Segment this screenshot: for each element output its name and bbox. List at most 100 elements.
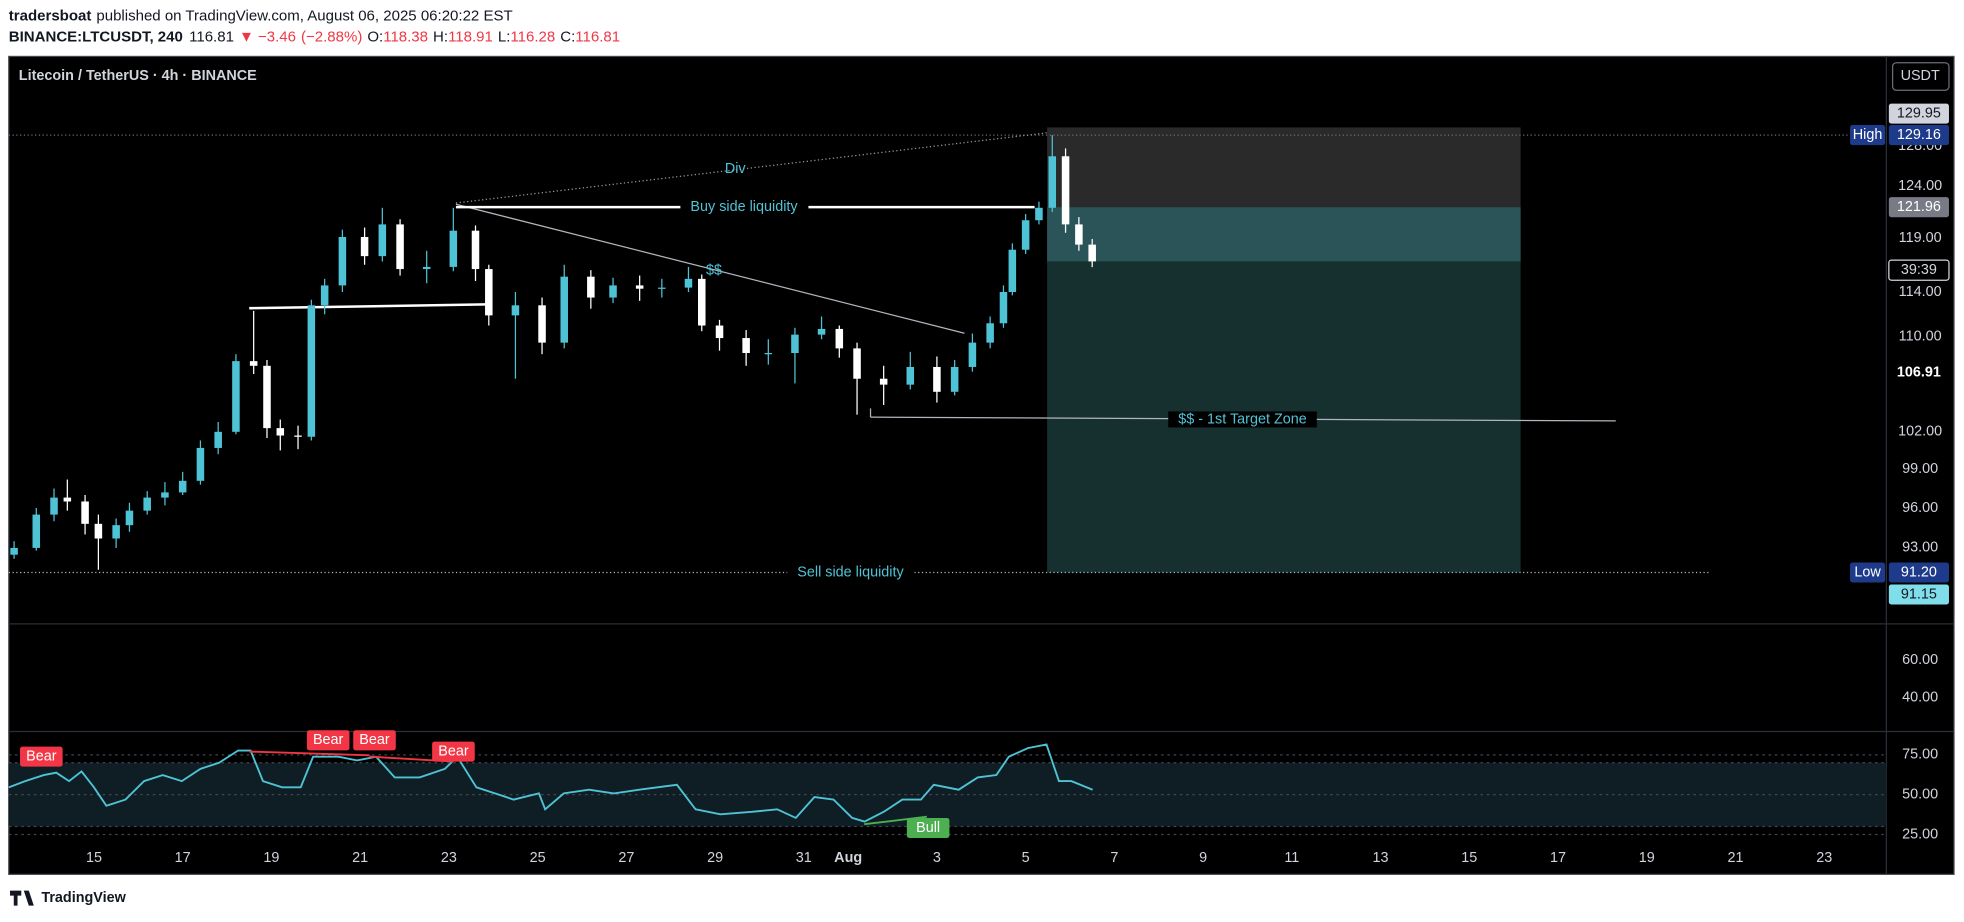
annotation-bg — [1168, 411, 1317, 428]
candle-body — [232, 361, 240, 432]
annotation-bg — [680, 198, 809, 215]
candle-body — [742, 338, 750, 354]
annotation-bg — [787, 564, 915, 581]
price-tag-bg — [1850, 562, 1886, 583]
x-tick-label: 23 — [441, 850, 457, 866]
x-tick-label: 7 — [1110, 850, 1118, 866]
candle-body — [587, 276, 595, 298]
annotation-text: Sell side liquidity — [797, 564, 904, 580]
bear-div-line — [249, 750, 370, 757]
candle-body — [1035, 207, 1043, 221]
currency[interactable]: USDT — [1901, 68, 1940, 84]
candle-body — [791, 334, 799, 354]
price-tag: High — [1853, 127, 1883, 143]
candle-body — [449, 230, 458, 267]
price-label: 91.20 — [1901, 564, 1937, 580]
candle-body — [125, 510, 134, 526]
annotation-text: $$ - 1st Target Zone — [1178, 411, 1307, 427]
candle-body — [50, 497, 58, 515]
candle-body — [715, 325, 724, 339]
candle-body — [986, 323, 994, 343]
candle-body — [307, 305, 316, 437]
x-tick-label: 15 — [86, 850, 102, 866]
candle-body — [196, 447, 205, 481]
candle-body — [161, 492, 169, 498]
candle-body — [698, 278, 706, 326]
logo-icon — [10, 890, 34, 906]
published: published on TradingView.com, August 06,… — [96, 7, 512, 24]
chart-title: Litecoin / TetherUS · 4h · BINANCE — [19, 68, 257, 84]
candle-body — [817, 328, 826, 335]
candle-body — [422, 266, 431, 270]
change: ▼ −3.46 — [239, 29, 296, 46]
price-label-bg — [1888, 562, 1949, 583]
change-pct: (−2.88%) — [301, 29, 362, 46]
y-tick-label: 119.00 — [1899, 230, 1942, 246]
x-tick-label: 23 — [1816, 850, 1832, 866]
x-tick-label: 5 — [1022, 850, 1030, 866]
annotation-text: $$ — [706, 262, 722, 278]
target-zone — [1047, 207, 1521, 573]
candle-body — [1008, 249, 1017, 293]
y-tick-label: 60.00 — [1902, 652, 1938, 668]
annotation-text: Buy side liquidity — [690, 199, 798, 215]
candle-body — [214, 431, 222, 448]
candle-body — [471, 230, 480, 270]
signal: Bear — [359, 732, 390, 748]
symbol: BINANCE:LTCUSDT, 240 — [9, 29, 183, 46]
candle-body — [178, 480, 187, 493]
symbol-line: BINANCE:LTCUSDT, 240 116.81 ▼ −3.46 (−2.88%… — [9, 29, 620, 46]
range-line — [249, 303, 487, 310]
annotation: Buy side liquidity — [680, 198, 809, 215]
y-tick-label: 75.00 — [1902, 747, 1938, 763]
candle-body — [1061, 156, 1070, 225]
brand-logo: TradingView — [10, 890, 127, 906]
ohlc-label: O: — [367, 29, 383, 46]
brand: TradingView — [41, 890, 126, 906]
signal-bg — [20, 746, 63, 767]
price-label: 129.95 — [1897, 105, 1941, 121]
candle-body — [950, 366, 959, 392]
signal-bg — [306, 730, 350, 751]
signal: Bear — [26, 748, 57, 764]
price-label: 129.16 — [1897, 127, 1941, 143]
y-tick-label: 124.00 — [1898, 178, 1942, 194]
countdown-bg — [1888, 259, 1950, 281]
price-label: 106.91 — [1897, 365, 1941, 381]
y-tick-label: 99.00 — [1902, 461, 1938, 477]
signal: Bear — [438, 743, 469, 759]
currency-button[interactable] — [1891, 62, 1950, 91]
countdown: 39:39 — [1901, 262, 1937, 278]
candle-body — [1088, 244, 1096, 262]
candle-body — [609, 285, 617, 298]
candle-body — [906, 366, 915, 385]
open-pnl-zone — [1047, 207, 1521, 262]
price-label: 121.96 — [1897, 199, 1941, 215]
candle-body — [396, 224, 404, 270]
candle-body — [276, 428, 285, 436]
signal-bg — [906, 817, 950, 839]
price-label-bg — [1888, 197, 1949, 218]
x-tick-label: 11 — [1284, 850, 1299, 866]
candle-body — [684, 278, 693, 288]
ohlc-label: L: — [498, 29, 511, 46]
signal: Bull — [916, 820, 940, 836]
x-tick-label: 21 — [1727, 850, 1743, 866]
candle-body — [360, 237, 369, 257]
ohlc-value: 118.38 — [383, 29, 428, 46]
x-tick-label: 29 — [707, 850, 723, 866]
signal-bg — [432, 741, 475, 762]
x-tick-label: 19 — [1639, 850, 1655, 866]
ohlc-value: 116.28 — [510, 29, 555, 46]
ohlc-value: 116.81 — [575, 29, 620, 46]
price-tag-bg — [1850, 125, 1886, 146]
candle-body — [560, 276, 568, 343]
trend-line — [455, 203, 965, 334]
y-tick-label: 114.00 — [1899, 284, 1942, 300]
chart-frame — [8, 55, 1955, 875]
candle-body — [32, 514, 41, 548]
candle-body — [1075, 224, 1083, 245]
annotation: Div — [725, 161, 747, 177]
